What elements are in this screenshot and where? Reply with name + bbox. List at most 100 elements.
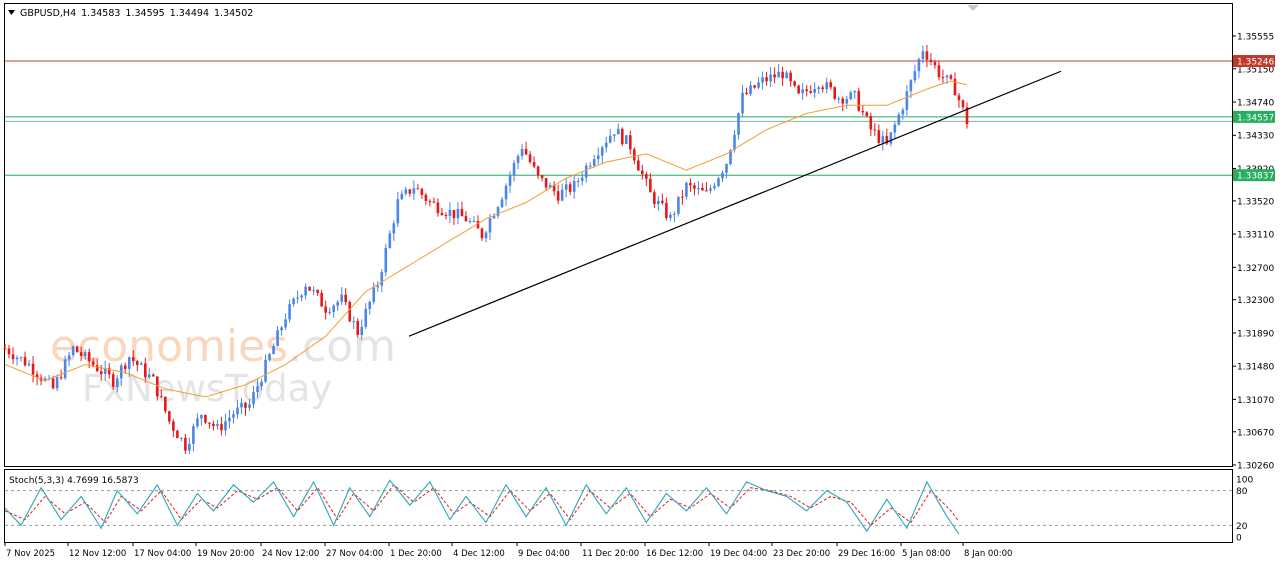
candle — [164, 396, 167, 414]
candle — [388, 230, 392, 249]
candle — [436, 198, 440, 217]
candle — [701, 183, 704, 191]
chart-shift-marker-icon[interactable] — [967, 5, 979, 11]
time-tick-label: 24 Nov 12:00 — [262, 549, 319, 559]
candle — [168, 410, 171, 425]
candle — [677, 196, 680, 217]
candle — [83, 349, 87, 360]
candle — [749, 81, 752, 96]
candle — [216, 419, 219, 430]
candle — [813, 82, 816, 99]
candle — [95, 359, 99, 373]
candle — [63, 355, 67, 380]
candle — [107, 362, 111, 379]
candle — [737, 112, 740, 140]
candle — [71, 345, 75, 357]
candle — [580, 171, 584, 186]
candle — [232, 410, 235, 424]
candle — [560, 183, 564, 202]
candle — [857, 87, 861, 112]
candle — [276, 326, 279, 347]
price-badge-support — [1233, 169, 1275, 182]
candle — [616, 123, 620, 135]
price-badge-resistance — [1233, 55, 1275, 68]
candle — [933, 59, 937, 69]
price-badges-layer: 1.35246 1.34557 1.33837 — [1233, 55, 1275, 182]
candle — [917, 57, 921, 78]
trendline-layer[interactable] — [408, 70, 1062, 337]
candle — [833, 86, 837, 101]
candle — [79, 346, 83, 362]
time-axis[interactable]: 7 Nov 2025 12 Nov 12:00 17 Nov 04:00 19 Nov… — [4, 542, 1012, 559]
candle — [604, 136, 608, 153]
candle — [111, 371, 115, 390]
candle — [292, 297, 295, 307]
candle — [865, 110, 869, 118]
candle — [300, 294, 303, 302]
candle — [75, 345, 79, 353]
time-tick-label: 1 Dec 20:00 — [390, 549, 442, 559]
ohlc-open: 1.34583 — [81, 8, 120, 19]
candle — [200, 414, 203, 426]
stoch-tick-label: 0 — [1236, 534, 1242, 544]
candle — [196, 413, 199, 429]
candle — [260, 378, 263, 391]
candle — [316, 289, 319, 297]
candle — [392, 220, 396, 241]
candle — [440, 208, 444, 216]
candle — [320, 289, 323, 307]
ohlc-header: GBPUSD,H4 1.34583 1.34595 1.34494 1.34502 — [20, 8, 253, 19]
candle — [773, 67, 776, 84]
candle — [881, 130, 885, 151]
candle — [51, 375, 55, 390]
candle — [184, 433, 187, 454]
candle — [424, 192, 428, 206]
candle — [829, 79, 833, 90]
candle — [224, 413, 227, 436]
symbol-menu-arrow-icon[interactable] — [8, 10, 15, 15]
candle — [761, 71, 764, 90]
ascending-trendline[interactable] — [408, 70, 1062, 337]
candle — [348, 300, 352, 323]
candle — [480, 227, 484, 241]
time-tick-label: 27 Nov 04:00 — [326, 549, 383, 559]
candle — [825, 77, 829, 94]
candle — [288, 299, 291, 323]
price-tick-label: 1.31070 — [1237, 396, 1274, 406]
candle — [504, 183, 508, 207]
candle — [188, 437, 191, 455]
candle — [937, 61, 941, 81]
candle — [861, 105, 865, 116]
candle — [304, 283, 307, 300]
candle — [633, 147, 636, 165]
candle — [156, 376, 159, 401]
candle — [220, 416, 223, 436]
price-panel-frame — [4, 3, 1233, 467]
price-badge-label: 1.33837 — [1237, 172, 1274, 182]
candle — [685, 181, 688, 200]
candle — [344, 288, 348, 306]
stoch-title: Stoch(5,3,3) 4.7699 16.5873 — [9, 476, 139, 486]
candle — [272, 343, 275, 355]
candle — [452, 209, 456, 225]
candle — [460, 201, 464, 217]
candle — [608, 128, 612, 144]
candle — [472, 216, 476, 223]
candle — [252, 385, 255, 409]
candle — [681, 189, 684, 205]
candle — [845, 95, 849, 109]
candle — [264, 354, 267, 383]
candle — [741, 85, 744, 117]
candle — [929, 53, 933, 66]
candle — [853, 90, 857, 100]
candle — [801, 82, 804, 100]
candle — [416, 183, 420, 190]
candle — [524, 141, 528, 156]
candle — [380, 269, 384, 293]
candle — [821, 84, 824, 93]
price-axis[interactable]: 1.355551.351501.347401.343301.339201.335… — [1232, 33, 1274, 472]
time-tick-label: 9 Dec 04:00 — [518, 549, 570, 559]
candle — [476, 215, 480, 229]
